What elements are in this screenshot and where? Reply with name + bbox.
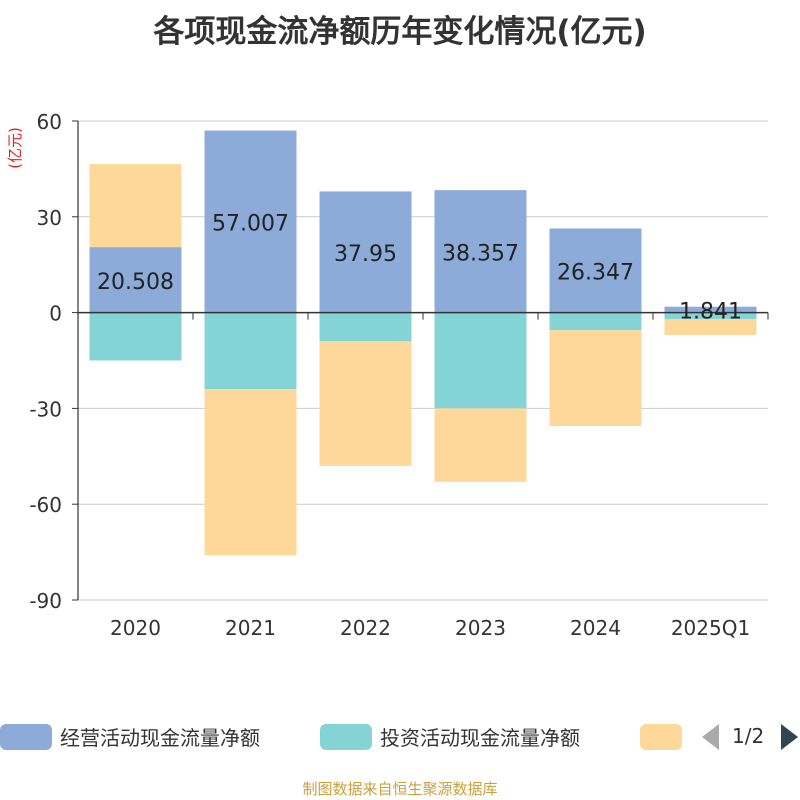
- bar-2025Q1-series-2: [664, 318, 757, 335]
- bar-2020-series-1: [89, 312, 182, 361]
- bar-2022-series-1: [319, 312, 412, 342]
- legend-pager: 1/2: [700, 720, 800, 752]
- legend-page-indicator: 1/2: [732, 724, 765, 748]
- legend: 经营活动现金流量净额 投资活动现金流量净额 1/2: [0, 716, 800, 756]
- legend-swatch-operating: [0, 724, 52, 750]
- y-tick-label: -30: [29, 397, 62, 421]
- y-tick-label: 60: [37, 110, 62, 134]
- bar-2024-series-0: [549, 228, 642, 313]
- legend-item-financing[interactable]: [640, 720, 690, 752]
- bar-2023-series-1: [434, 312, 527, 409]
- axes: 60 30 0 -30 -60 -90 2020 2021 2022 2023 2024 2025Q1…: [6, 110, 769, 640]
- data-label-2023: 38.357: [442, 241, 519, 266]
- bar-2020-series-2: [89, 164, 182, 248]
- x-tick-label-2021: 2021: [225, 616, 276, 640]
- source-note: 制图数据来自恒生聚源数据库: [302, 780, 498, 798]
- bar-2024-series-2: [549, 330, 642, 426]
- chart-title: 各项现金流净额历年变化情况(亿元): [153, 14, 647, 50]
- gridlines: [78, 120, 768, 601]
- bar-2021-series-1: [204, 312, 297, 390]
- data-label-2021: 57.007: [212, 212, 289, 237]
- bar-2020-series-0: [89, 247, 182, 313]
- x-tick-label-2023: 2023: [455, 616, 506, 640]
- bar-2022-series-2: [319, 341, 412, 466]
- data-label-2020: 20.508: [97, 270, 174, 295]
- legend-swatch-investing: [320, 724, 372, 750]
- bar-2025Q1-series-1: [664, 312, 757, 319]
- bars: [89, 130, 757, 556]
- triangle-left-icon[interactable]: [702, 724, 719, 750]
- legend-item-investing[interactable]: 投资活动现金流量净额: [320, 720, 625, 752]
- x-tick-label-2024: 2024: [570, 616, 621, 640]
- bar-2021-series-2: [204, 389, 297, 556]
- triangle-right-icon[interactable]: [781, 724, 798, 750]
- data-labels: 20.508 57.007 37.95 38.357 26.347 1.841: [97, 212, 742, 325]
- data-label-2022: 37.95: [334, 242, 397, 267]
- bar-2022-series-0: [319, 191, 412, 313]
- bar-2024-series-1: [549, 312, 642, 331]
- bar-2025Q1-series-0: [664, 306, 757, 313]
- data-label-2025Q1: 1.841: [679, 300, 742, 325]
- bar-2021-series-0: [204, 130, 297, 313]
- x-tick-label-2020: 2020: [110, 616, 161, 640]
- x-tick-label-2025Q1: 2025Q1: [671, 616, 750, 640]
- bar-2023-series-2: [434, 408, 527, 482]
- legend-item-operating[interactable]: 经营活动现金流量净额: [0, 720, 300, 752]
- legend-label-investing: 投资活动现金流量净额: [380, 726, 580, 750]
- y-tick-label: 0: [49, 302, 62, 326]
- legend-swatch-financing: [640, 724, 682, 750]
- data-label-2024: 26.347: [557, 261, 634, 286]
- x-tick-label-2022: 2022: [340, 616, 391, 640]
- cash-flow-chart: 60 30 0 -30 -60 -90 2020 2021 2022 2023 2024 2025Q1…: [6, 110, 769, 640]
- y-tick-label: -90: [29, 589, 62, 613]
- y-tick-label: -60: [29, 493, 62, 517]
- y-axis-unit-label: (亿元): [6, 127, 24, 169]
- legend-label-operating: 经营活动现金流量净额: [60, 726, 260, 750]
- bar-2023-series-0: [434, 190, 527, 313]
- y-tick-label: 30: [37, 206, 62, 230]
